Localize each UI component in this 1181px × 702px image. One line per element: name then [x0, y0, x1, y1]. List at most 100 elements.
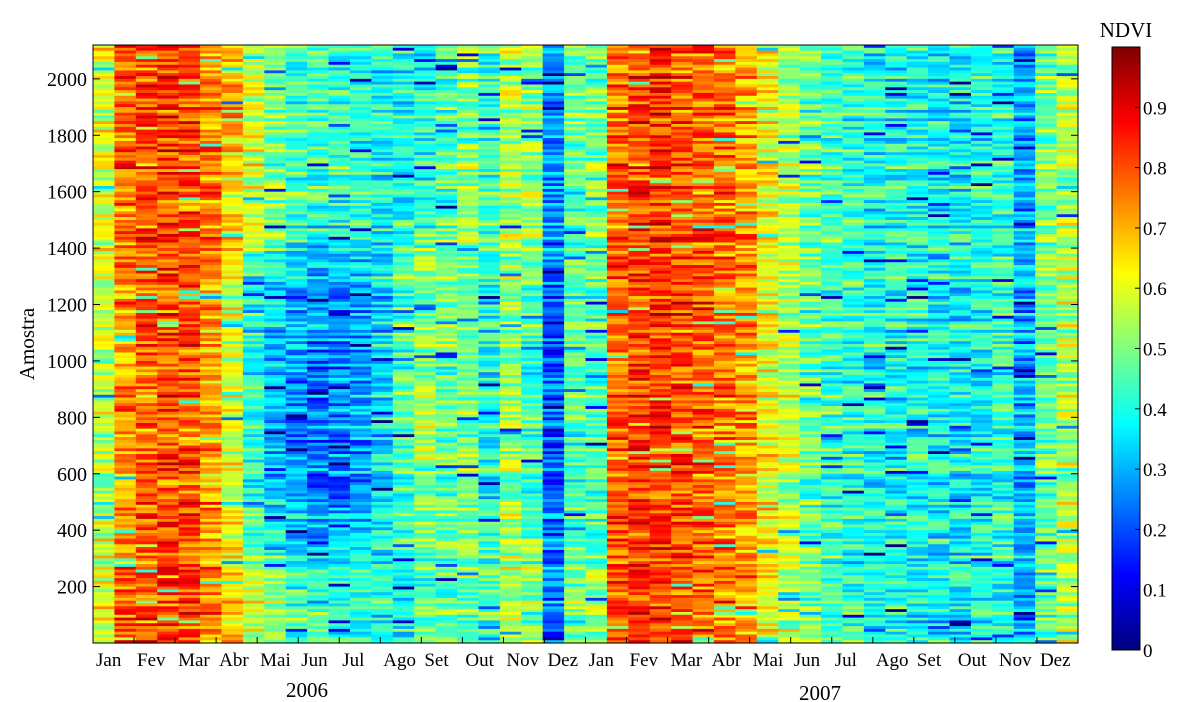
heatmap-cell: [970, 180, 993, 184]
heatmap-cell: [628, 228, 651, 232]
heatmap-cell: [307, 338, 330, 342]
heatmap-cell: [1035, 217, 1058, 221]
heatmap-cell: [457, 225, 480, 229]
heatmap-cell: [521, 315, 544, 320]
heatmap-cell: [756, 84, 779, 88]
heatmap-cell: [435, 332, 458, 337]
heatmap-cell: [992, 194, 1015, 198]
heatmap-cell: [307, 219, 330, 224]
heatmap-cell: [521, 301, 544, 306]
heatmap-cell: [713, 259, 736, 263]
heatmap-cell: [200, 174, 223, 179]
heatmap-cell: [970, 259, 993, 263]
heatmap-cell: [478, 115, 501, 119]
heatmap-cell: [842, 123, 865, 128]
heatmap-cell: [307, 157, 330, 162]
heatmap-cell: [606, 194, 629, 198]
heatmap-cell: [478, 188, 501, 193]
heatmap-cell: [606, 132, 629, 136]
heatmap-cell: [992, 61, 1015, 66]
heatmap-cell: [349, 349, 372, 354]
heatmap-cell: [264, 56, 287, 60]
heatmap-cell: [628, 160, 651, 165]
heatmap-cell: [756, 315, 779, 320]
heatmap-cell: [1035, 112, 1058, 117]
heatmap-cell: [928, 217, 951, 221]
heatmap-cell: [821, 242, 844, 246]
heatmap-cell: [606, 200, 629, 204]
heatmap-cell: [949, 95, 972, 100]
heatmap-cell: [863, 61, 886, 66]
heatmap-cell: [992, 259, 1015, 263]
heatmap-cell: [178, 188, 201, 193]
heatmap-cell: [221, 53, 244, 57]
heatmap-cell: [970, 90, 993, 94]
heatmap-cell: [93, 250, 116, 255]
heatmap-cell: [1035, 338, 1058, 342]
heatmap-cell: [606, 78, 629, 83]
heatmap-cell: [178, 256, 201, 260]
heatmap-cell: [649, 152, 672, 156]
heatmap-cell: [371, 318, 394, 323]
heatmap-cell: [863, 121, 886, 125]
heatmap-cell: [285, 242, 308, 246]
heatmap-cell: [457, 310, 480, 314]
heatmap-cell: [863, 56, 886, 60]
heatmap-cell: [692, 84, 715, 88]
heatmap-cell: [93, 200, 116, 204]
heatmap-cell: [499, 253, 522, 258]
heatmap-cell: [606, 104, 629, 108]
heatmap-cell: [863, 163, 886, 167]
heatmap-cell: [499, 296, 522, 300]
heatmap-cell: [157, 318, 180, 323]
heatmap-cell: [1013, 81, 1036, 86]
heatmap-cell: [200, 101, 223, 105]
heatmap-cell: [414, 284, 437, 289]
heatmap-cell: [692, 293, 715, 297]
heatmap-cell: [713, 112, 736, 117]
heatmap-cell: [1013, 132, 1036, 136]
heatmap-cell: [799, 61, 822, 66]
heatmap-cell: [114, 101, 137, 105]
heatmap-cell: [564, 132, 587, 136]
heatmap-cell: [649, 248, 672, 252]
heatmap-cell: [735, 259, 758, 263]
heatmap-cell: [735, 228, 758, 232]
heatmap-cell: [499, 87, 522, 91]
heatmap-cell: [264, 146, 287, 150]
heatmap-cell: [692, 70, 715, 74]
heatmap-cell: [414, 149, 437, 153]
heatmap-cell: [949, 250, 972, 255]
heatmap-cell: [885, 109, 908, 114]
heatmap-cell: [328, 273, 351, 277]
heatmap-cell: [842, 262, 865, 266]
heatmap-cell: [821, 222, 844, 227]
heatmap-cell: [799, 267, 822, 272]
heatmap-cell: [628, 101, 651, 105]
heatmap-cell: [671, 98, 694, 103]
heatmap-cell: [371, 45, 394, 49]
heatmap-cell: [713, 284, 736, 289]
heatmap-cell: [521, 191, 544, 196]
heatmap-cell: [392, 163, 415, 167]
heatmap-cell: [93, 332, 116, 337]
heatmap-cell: [178, 146, 201, 150]
heatmap-cell: [1013, 329, 1036, 334]
heatmap-cell: [457, 146, 480, 150]
heatmap-cell: [1035, 118, 1058, 122]
heatmap-cell: [242, 155, 265, 159]
heatmap-cell: [478, 310, 501, 314]
heatmap-cell: [671, 214, 694, 218]
heatmap-cell: [713, 70, 736, 74]
heatmap-cell: [1056, 169, 1079, 173]
heatmap-cell: [392, 87, 415, 91]
heatmap-cell: [606, 298, 629, 303]
heatmap-cell: [521, 262, 544, 266]
heatmap-cell: [713, 101, 736, 105]
heatmap-cell: [157, 123, 180, 128]
heatmap-cell: [392, 67, 415, 71]
heatmap-cell: [1035, 242, 1058, 246]
heatmap-cell: [1013, 338, 1036, 342]
heatmap-cell: [928, 287, 951, 291]
heatmap-cell: [157, 315, 180, 320]
